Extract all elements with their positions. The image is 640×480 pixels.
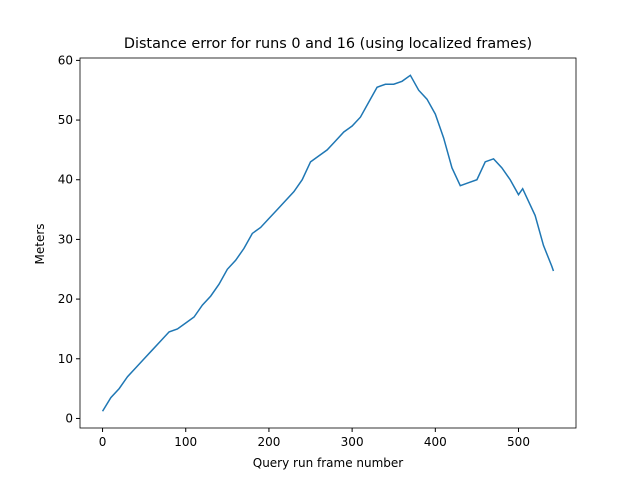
x-tick-label: 400 bbox=[424, 435, 447, 449]
y-tick-label: 50 bbox=[58, 113, 73, 127]
x-tick-label: 500 bbox=[507, 435, 530, 449]
x-tick-label: 200 bbox=[257, 435, 280, 449]
axes-frame bbox=[79, 57, 577, 429]
chart-title: Distance error for runs 0 and 16 (using … bbox=[124, 36, 532, 52]
x-tick-label: 0 bbox=[99, 435, 107, 449]
data-line bbox=[101, 74, 555, 412]
y-axis-label: Meters bbox=[33, 223, 47, 264]
y-tick-label: 30 bbox=[58, 232, 73, 246]
y-tick-label: 20 bbox=[58, 292, 73, 306]
y-tick-label: 0 bbox=[65, 411, 73, 425]
x-tick-label: 300 bbox=[341, 435, 364, 449]
x-axis-label: Query run frame number bbox=[253, 456, 404, 470]
y-tick-label: 60 bbox=[58, 53, 73, 67]
y-tick-label: 10 bbox=[58, 352, 73, 366]
y-tick-label: 40 bbox=[58, 173, 73, 187]
x-tick-label: 100 bbox=[174, 435, 197, 449]
